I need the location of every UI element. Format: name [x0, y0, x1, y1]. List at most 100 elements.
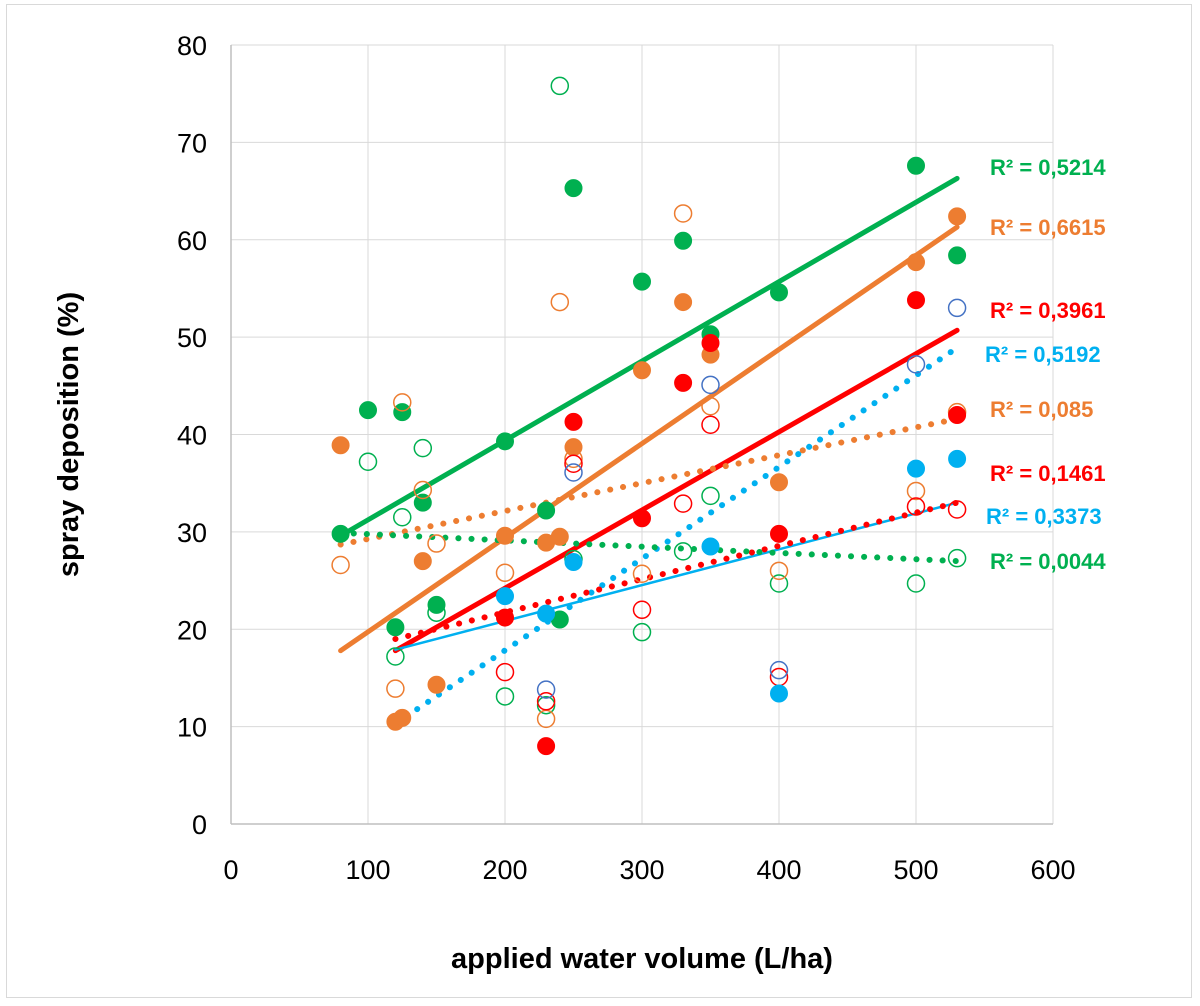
data-point — [673, 204, 693, 223]
r-squared-label: R² = 0,1461 — [990, 461, 1106, 486]
data-point — [701, 486, 720, 506]
data-point — [536, 692, 556, 711]
data-point — [536, 680, 556, 699]
data-point — [393, 708, 412, 727]
y-tick-label: 50 — [177, 323, 207, 353]
trendline — [392, 499, 961, 642]
chart-frame — [6, 4, 1192, 998]
data-point — [770, 473, 788, 492]
grid-lines — [231, 44, 1054, 824]
r-squared-label: R² = 0,6615 — [990, 215, 1106, 240]
data-point — [906, 481, 926, 501]
data-point — [673, 542, 693, 561]
data-point — [358, 452, 378, 472]
trendline — [392, 327, 960, 654]
data-point — [393, 403, 412, 422]
data-point — [633, 272, 651, 291]
data-point — [947, 500, 967, 519]
x-tick-label: 300 — [619, 855, 664, 885]
trendline — [338, 175, 960, 539]
data-point — [947, 298, 967, 318]
data-point — [701, 415, 720, 435]
trendline — [392, 344, 961, 727]
trendline — [394, 501, 959, 651]
r-squared-label: R² = 0,3961 — [990, 298, 1106, 323]
data-point — [769, 660, 789, 680]
x-tick-label: 200 — [482, 855, 527, 885]
data-point — [769, 574, 789, 593]
data-point — [770, 283, 788, 302]
data-point — [536, 695, 556, 715]
data-point — [564, 454, 583, 473]
data-point — [632, 564, 652, 583]
data-point — [674, 231, 693, 250]
data-point — [331, 555, 350, 575]
data-point — [948, 406, 967, 425]
x-tick-label: 600 — [1030, 855, 1075, 885]
data-point — [948, 207, 967, 226]
y-tick-label: 10 — [177, 713, 207, 743]
data-point — [331, 436, 350, 455]
data-point — [386, 679, 405, 698]
y-axis-title: spray deposition (%) — [53, 292, 85, 577]
data-point — [948, 246, 967, 265]
x-tick-label: 100 — [345, 855, 390, 885]
data-point — [632, 600, 652, 620]
r-squared-labels: R² = 0,5214 R² = 0,6615 R² = 0,3961 R² = 0,… — [985, 155, 1106, 574]
data-point — [427, 534, 446, 553]
data-point — [770, 684, 788, 703]
data-point — [701, 397, 720, 416]
trendline — [338, 224, 960, 654]
data-point — [413, 552, 432, 571]
data-point — [550, 527, 569, 546]
data-point — [907, 156, 925, 175]
data-point — [393, 508, 412, 527]
data-point — [564, 463, 583, 482]
data-point — [673, 494, 693, 513]
data-point — [495, 687, 515, 706]
x-tick-label: 0 — [223, 855, 238, 885]
x-axis-title: applied water volume (L/ha) — [451, 943, 833, 975]
data-point — [537, 737, 556, 756]
data-point — [564, 179, 583, 198]
data-point — [550, 76, 570, 96]
data-point — [427, 675, 446, 694]
r-squared-label: R² = 0,0044 — [990, 549, 1106, 574]
data-point — [564, 553, 583, 572]
data-point — [701, 375, 720, 395]
data-point — [536, 709, 556, 729]
data-point — [906, 497, 926, 516]
data-point — [564, 412, 583, 431]
data-point — [496, 587, 514, 606]
data-point — [674, 373, 693, 392]
data-point — [413, 438, 433, 458]
data-point — [564, 449, 583, 469]
data-point — [701, 537, 720, 556]
data-point — [633, 361, 651, 380]
data-point — [537, 501, 556, 520]
data-point — [393, 393, 412, 412]
y-tick-label: 0 — [192, 810, 207, 840]
data-point — [770, 524, 788, 543]
r-squared-label: R² = 0,5214 — [990, 155, 1106, 180]
data-point — [907, 291, 925, 310]
data-point — [427, 603, 446, 622]
data-point — [701, 333, 720, 352]
data-point — [632, 622, 652, 642]
y-tick-label: 20 — [177, 615, 207, 645]
r-squared-label: R² = 0,3373 — [986, 504, 1102, 529]
trendlines — [337, 175, 961, 727]
data-point — [386, 618, 405, 637]
r-squared-label: R² = 0,5192 — [985, 342, 1101, 367]
data-point — [907, 459, 925, 478]
data-point — [413, 480, 433, 500]
y-tick-label: 30 — [177, 518, 207, 548]
x-tick-label: 400 — [756, 855, 801, 885]
data-point — [633, 509, 651, 528]
data-point — [550, 292, 570, 312]
data-point — [906, 574, 926, 593]
data-point — [413, 493, 432, 512]
data-point — [907, 253, 925, 272]
y-tick-label: 70 — [177, 128, 207, 158]
